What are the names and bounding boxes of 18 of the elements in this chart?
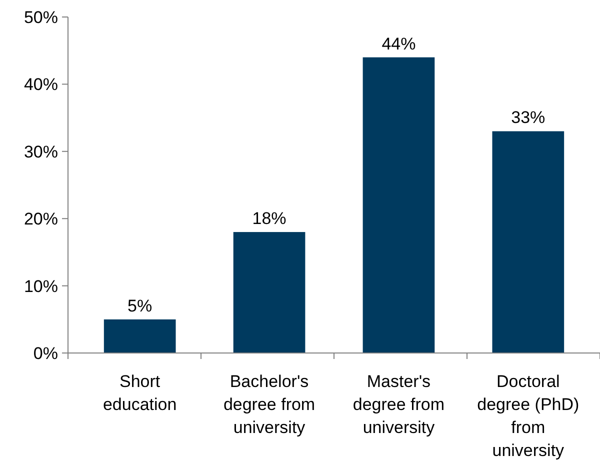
- y-tick-label: 10%: [24, 276, 58, 296]
- x-tick-label: Master's degree from university: [352, 372, 445, 437]
- data-label: 5%: [128, 296, 152, 316]
- bar: [104, 319, 176, 353]
- bar: [492, 131, 564, 353]
- y-tick-label: 20%: [24, 210, 58, 229]
- x-tick-label: Bachelor's degree from university: [223, 372, 316, 437]
- data-label: 44%: [382, 34, 416, 54]
- y-tick-label: 40%: [24, 75, 58, 94]
- data-label: 33%: [511, 108, 546, 128]
- bar: [233, 232, 306, 353]
- bar: [362, 57, 435, 353]
- y-tick-label: 0%: [33, 344, 58, 363]
- x-tick-label: Doctoral degree (PhD) from university: [477, 372, 580, 460]
- x-tick-label: Short education: [102, 372, 177, 414]
- data-label: 18%: [252, 209, 286, 228]
- y-tick-label: 30%: [24, 142, 58, 162]
- y-tick-label: 50%: [24, 8, 58, 27]
